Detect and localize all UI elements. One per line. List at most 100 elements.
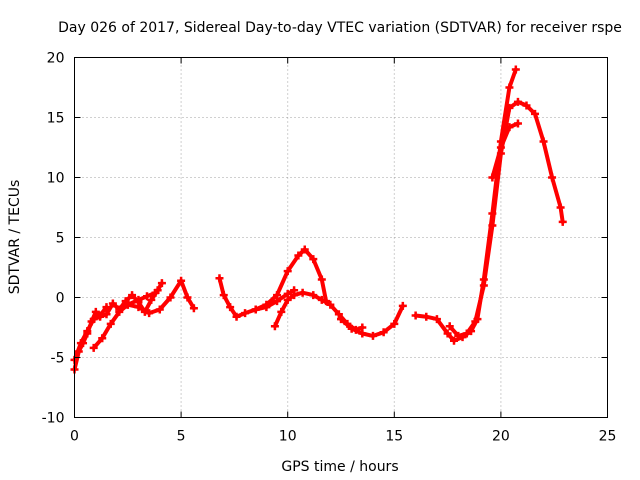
- data-point: [326, 300, 335, 309]
- data-point: [432, 315, 441, 324]
- data-point: [411, 311, 420, 320]
- data-point: [511, 65, 520, 74]
- data-point: [102, 310, 111, 319]
- series-arc-8: [337, 301, 407, 340]
- data-point: [449, 336, 458, 345]
- data-point: [89, 315, 98, 324]
- data-point: [283, 267, 292, 276]
- data-point: [183, 293, 192, 302]
- data-point: [368, 331, 377, 340]
- data-point: [358, 329, 367, 338]
- data-point: [270, 322, 279, 331]
- data-point: [309, 291, 318, 300]
- data-point: [539, 137, 548, 146]
- data-point: [513, 119, 522, 128]
- data-point: [294, 251, 303, 260]
- data-point: [488, 173, 497, 182]
- series-line: [217, 276, 297, 319]
- data-point: [505, 83, 514, 92]
- data-point: [166, 293, 175, 302]
- y-tick-label: 20: [47, 51, 65, 67]
- data-point: [334, 310, 343, 319]
- data-point: [488, 221, 497, 230]
- data-point: [251, 305, 260, 314]
- data-point: [522, 101, 531, 110]
- y-tick-label: -5: [51, 351, 65, 367]
- data-point: [513, 97, 522, 106]
- data-point: [134, 303, 143, 312]
- data-point: [556, 203, 565, 212]
- x-tick-label: 10: [279, 429, 297, 445]
- y-tick-label: 5: [56, 231, 65, 247]
- x-tick-label: 20: [492, 429, 510, 445]
- plot-frame: [74, 57, 608, 418]
- data-point: [398, 301, 407, 310]
- data-point: [309, 255, 318, 264]
- data-point: [189, 304, 198, 313]
- data-point: [422, 312, 431, 321]
- data-point: [277, 307, 286, 316]
- y-tick-label: -10: [42, 411, 65, 427]
- tick-layer: 0 5 10 15 20 25 -10 -5 0 5 10 15 20: [42, 51, 617, 445]
- data-point: [155, 305, 164, 314]
- data-point: [123, 300, 132, 309]
- data-point: [290, 291, 299, 300]
- data-point: [347, 324, 356, 333]
- series-arc-9: [411, 65, 520, 345]
- data-point: [462, 329, 471, 338]
- data-point: [317, 275, 326, 284]
- x-tick-label: 25: [599, 429, 617, 445]
- data-point: [177, 276, 186, 285]
- data-point: [145, 309, 154, 318]
- x-axis-label: GPS time / hours: [281, 459, 398, 475]
- data-point: [241, 309, 250, 318]
- data-point: [262, 300, 271, 309]
- data-point: [128, 291, 137, 300]
- data-point: [215, 274, 224, 283]
- series-line: [490, 121, 520, 180]
- x-tick-label: 15: [385, 429, 403, 445]
- data-point: [108, 299, 117, 308]
- data-point: [273, 291, 282, 300]
- data-point: [548, 173, 557, 182]
- data-point: [98, 334, 107, 343]
- data-point: [443, 329, 452, 338]
- data-point: [76, 339, 85, 348]
- data-point: [337, 315, 345, 324]
- data-point: [283, 295, 292, 304]
- data-point: [505, 123, 514, 132]
- series-arc-5: [215, 274, 299, 321]
- data-point: [558, 217, 567, 226]
- data-point: [317, 295, 326, 304]
- data-point: [219, 291, 228, 300]
- data-point: [142, 292, 151, 301]
- data-point: [96, 312, 105, 321]
- y-axis-label: SDTVAR / TECUs: [7, 180, 23, 295]
- x-tick-label: 0: [70, 429, 79, 445]
- data-point: [106, 319, 115, 328]
- series-layer: [70, 65, 567, 374]
- data-point: [134, 295, 143, 304]
- data-point: [115, 307, 124, 316]
- data-point: [232, 312, 241, 321]
- data-point: [531, 109, 540, 118]
- data-point: [91, 307, 100, 316]
- data-point: [147, 295, 156, 304]
- y-tick-label: 10: [47, 171, 65, 187]
- series-arc-11: [488, 119, 522, 182]
- x-tick-label: 5: [177, 429, 186, 445]
- data-point: [496, 143, 505, 152]
- data-point: [151, 288, 160, 297]
- data-point: [83, 327, 92, 336]
- grid-layer: [74, 57, 608, 418]
- y-tick-label: 0: [56, 291, 65, 307]
- data-point: [379, 328, 388, 337]
- data-point: [298, 288, 307, 297]
- series-arc-4: [123, 276, 198, 318]
- data-point: [445, 322, 454, 331]
- data-point: [300, 245, 309, 254]
- data-point: [89, 343, 98, 352]
- y-tick-label: 15: [47, 111, 65, 127]
- data-point: [471, 317, 480, 326]
